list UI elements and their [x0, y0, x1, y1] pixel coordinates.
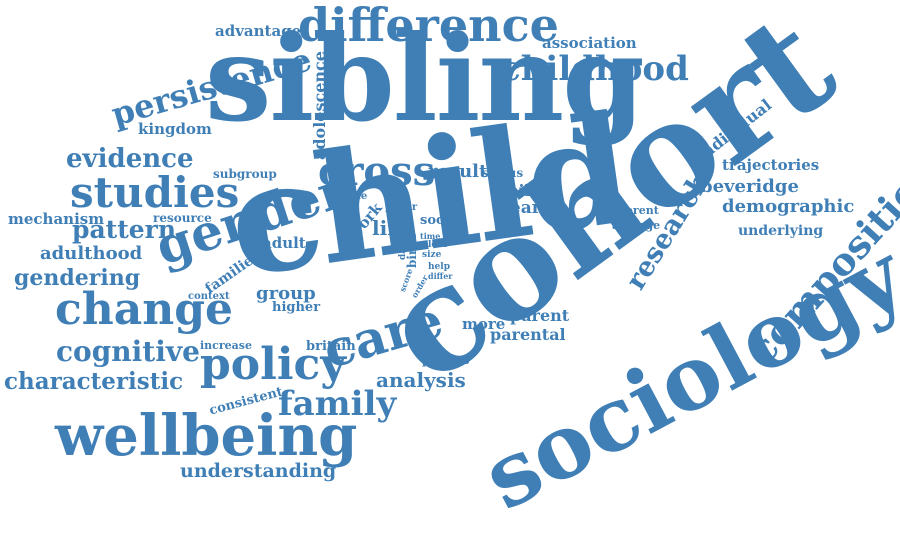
word-context: context — [188, 291, 230, 302]
word-parental: parental — [490, 325, 566, 344]
word-analysis: analysis — [376, 368, 466, 392]
word-differ: differ — [428, 271, 453, 281]
word-ability: ability — [497, 181, 554, 200]
word-decade: decade — [328, 191, 368, 202]
word-average: average — [612, 219, 661, 232]
word-advantage: advantage — [215, 22, 302, 40]
word-gendering: gendering — [14, 265, 141, 291]
word-result: result — [428, 161, 488, 182]
word-characteristic: characteristic — [4, 368, 184, 395]
word-subgroup: subgroup — [213, 167, 277, 181]
word-help: help — [428, 262, 450, 272]
word-adulthood: adulthood — [40, 243, 143, 264]
word-beveridge: beveridge — [700, 176, 799, 197]
word-kingdom: kingdom — [138, 120, 212, 138]
word-adolescence: adolescence — [310, 51, 329, 160]
word-social: social — [420, 213, 463, 228]
word-evidence: evidence — [66, 144, 194, 174]
word-understanding: understanding — [180, 460, 337, 482]
word-mechanism: mechanism — [8, 210, 105, 228]
word-policy: policy — [200, 339, 346, 390]
word-time: time — [420, 231, 441, 241]
word-more: more — [462, 315, 506, 333]
word-increase: increase — [200, 339, 252, 352]
word-policies: policies — [422, 354, 470, 367]
word-different: different — [605, 204, 659, 217]
word-change: change — [55, 284, 234, 335]
word-adult: adult — [262, 234, 306, 252]
word-life: life — [372, 216, 409, 240]
word-demographic: demographic — [722, 196, 855, 217]
word-family: family — [278, 384, 397, 424]
word-paper: paper — [385, 202, 418, 213]
word-wellbeing: wellbeing — [55, 403, 358, 469]
word-resource: resource — [153, 211, 212, 225]
word-cognitive: cognitive — [56, 335, 200, 368]
word-trajectories: trajectories — [722, 156, 820, 174]
word-association: association — [542, 34, 637, 52]
word-birth: birth — [405, 234, 419, 268]
word-cross: cross — [318, 148, 436, 195]
word-higher: higher — [272, 300, 321, 315]
word-year: year — [500, 198, 541, 218]
word-sibling: sibling — [205, 9, 645, 148]
word-britain: britain — [306, 339, 356, 354]
word-studies: studies — [70, 168, 240, 217]
word-older: older — [422, 240, 449, 250]
word-difference: difference — [298, 0, 559, 52]
word-status: status — [482, 166, 524, 180]
word-parent: parent — [510, 306, 570, 325]
word-group: group — [256, 283, 316, 304]
word-size: size — [422, 250, 442, 260]
word-pattern: pattern — [72, 215, 177, 244]
word-childhood: childhood — [500, 49, 689, 89]
word-underlying: underlying — [738, 223, 824, 239]
